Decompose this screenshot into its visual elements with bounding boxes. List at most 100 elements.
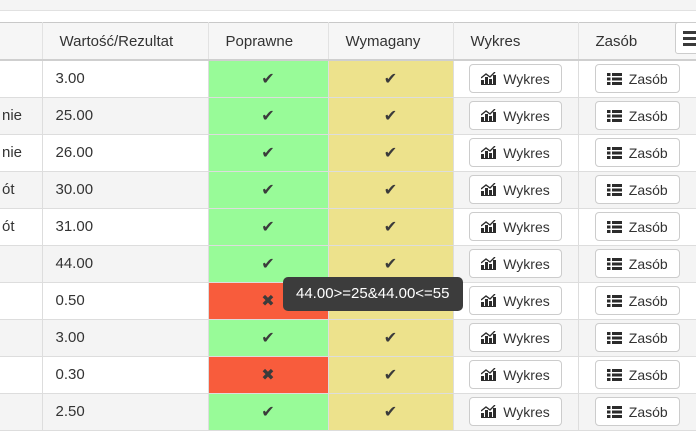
wykres-button[interactable]: Wykres [469, 323, 562, 352]
header-correct: Poprawne [208, 22, 329, 61]
header-value: Wartość/Rezultat [42, 22, 209, 61]
wykres-button[interactable]: Wykres [469, 286, 562, 315]
zasob-button-label: Zasób [628, 366, 668, 383]
wykres-button-label: Wykres [503, 255, 550, 272]
bar-chart-icon [481, 368, 497, 381]
resource-cell: Zasób [578, 393, 696, 431]
correct-status-cell: ✔ [208, 171, 329, 209]
list-icon [606, 331, 622, 344]
zasob-button[interactable]: Zasób [594, 138, 680, 167]
resource-cell: Zasób [578, 208, 696, 246]
required-status-cell: ✔ [328, 60, 454, 98]
bar-chart-icon [481, 109, 497, 122]
bar-chart-icon [481, 294, 497, 307]
wykres-button[interactable]: Wykres [469, 249, 562, 278]
list-icon [606, 294, 622, 307]
bar-chart-icon [481, 183, 497, 196]
resource-cell: Zasób [578, 356, 696, 394]
wykres-button-label: Wykres [503, 403, 550, 420]
correct-status-cell: ✖ [208, 356, 329, 394]
chart-cell: Wykres [453, 171, 579, 209]
correct-status-cell: ✔ [208, 60, 329, 98]
zasob-button-label: Zasób [628, 181, 668, 198]
header-required: Wymagany [328, 22, 454, 61]
wykres-button[interactable]: Wykres [469, 64, 562, 94]
required-status-cell: ✔ [328, 171, 454, 209]
wykres-button-label: Wykres [503, 329, 550, 346]
zasob-button[interactable]: Zasób [594, 397, 680, 426]
zasob-button[interactable]: Zasób [594, 323, 680, 352]
wykres-button-label: Wykres [503, 70, 550, 87]
top-divider-strip [0, 0, 696, 11]
list-icon [606, 72, 622, 85]
chart-cell: Wykres [453, 319, 579, 357]
list-icon [606, 405, 622, 418]
wykres-button-label: Wykres [503, 366, 550, 383]
row-label-fragment [0, 282, 43, 320]
bar-chart-icon [481, 331, 497, 344]
wykres-button-label: Wykres [503, 218, 550, 235]
list-icon [606, 368, 622, 381]
row-label-fragment: nie [0, 134, 43, 172]
zasob-button[interactable]: Zasób [594, 101, 680, 130]
required-status-cell: ✔ [328, 97, 454, 135]
chart-cell: Wykres [453, 356, 579, 394]
results-table: Wartość/Rezultat Poprawne Wymagany Wykre… [0, 22, 696, 431]
value-cell: 31.00 [42, 208, 209, 246]
zasob-button[interactable]: Zasób [594, 175, 680, 204]
table-header: Wartość/Rezultat Poprawne Wymagany Wykre… [0, 22, 696, 61]
zasob-button-label: Zasób [628, 329, 668, 346]
wykres-button-label: Wykres [503, 181, 550, 198]
bar-chart-icon [481, 405, 497, 418]
correct-status-cell: ✔ [208, 208, 329, 246]
header-chart: Wykres [453, 22, 579, 61]
zasob-button-label: Zasób [628, 255, 668, 272]
chart-cell: Wykres [453, 134, 579, 172]
value-cell: 3.00 [42, 319, 209, 357]
list-icon [606, 257, 622, 270]
resource-cell: Zasób [578, 134, 696, 172]
table-row: nie 26.00 ✔ ✔ Wykres [0, 134, 696, 172]
zasob-button[interactable]: Zasób [594, 286, 680, 315]
wykres-button[interactable]: Wykres [469, 175, 562, 204]
zasob-button[interactable]: Zasób [594, 249, 680, 278]
row-label-fragment: nie [0, 97, 43, 135]
zasob-button[interactable]: Zasób [594, 64, 680, 94]
wykres-button[interactable]: Wykres [469, 360, 562, 389]
table-row: 3.00 ✔ ✔ Wykres [0, 319, 696, 357]
zasob-button-label: Zasób [628, 107, 668, 124]
row-label-fragment [0, 393, 43, 431]
list-icon [606, 183, 622, 196]
required-status-cell: ✔ [328, 319, 454, 357]
wykres-button[interactable]: Wykres [469, 397, 562, 426]
row-label-fragment [0, 319, 43, 357]
wykres-button[interactable]: Wykres [469, 138, 562, 167]
bar-chart-icon [481, 220, 497, 233]
row-label-fragment: ót [0, 208, 43, 246]
zasob-button-label: Zasób [628, 403, 668, 420]
resource-cell: Zasób [578, 282, 696, 320]
required-status-cell: ✔ [328, 356, 454, 394]
table-menu-button[interactable] [675, 22, 696, 54]
wykres-button[interactable]: Wykres [469, 101, 562, 130]
hamburger-icon [683, 30, 696, 34]
list-icon [606, 220, 622, 233]
wykres-button-label: Wykres [503, 107, 550, 124]
results-table-area: Wartość/Rezultat Poprawne Wymagany Wykre… [0, 22, 696, 431]
bar-chart-icon [481, 146, 497, 159]
correct-status-cell: ✔ [208, 393, 329, 431]
wykres-button[interactable]: Wykres [469, 212, 562, 241]
table-row: 0.30 ✖ ✔ Wykres [0, 356, 696, 394]
value-cell: 3.00 [42, 60, 209, 98]
row-label-fragment [0, 60, 43, 98]
chart-cell: Wykres [453, 393, 579, 431]
zasob-button[interactable]: Zasób [594, 212, 680, 241]
table-row: nie 25.00 ✔ ✔ Wykres [0, 97, 696, 135]
resource-cell: Zasób [578, 97, 696, 135]
table-row: ót 30.00 ✔ ✔ Wykres [0, 171, 696, 209]
zasob-button[interactable]: Zasób [594, 360, 680, 389]
required-status-cell: ✔ [328, 134, 454, 172]
value-cell: 0.30 [42, 356, 209, 394]
wykres-button-label: Wykres [503, 144, 550, 161]
